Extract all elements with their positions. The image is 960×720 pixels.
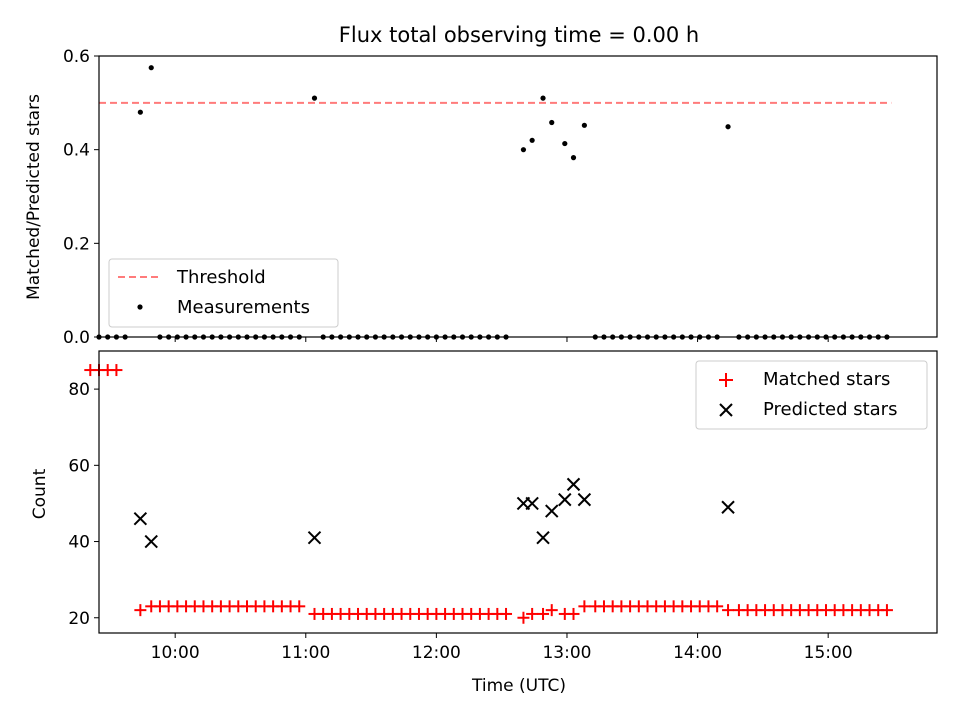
matched-star-point — [537, 607, 550, 620]
matched-star-point — [134, 604, 147, 617]
legend-predicted-swatch — [719, 403, 733, 417]
matched-star-point — [517, 611, 530, 624]
bottom-y-tick-label: 80 — [68, 380, 90, 400]
predicted-star-point — [536, 531, 550, 545]
top-x-ticks — [174, 337, 829, 342]
top-legend-box — [108, 258, 339, 328]
measurement-point — [148, 65, 154, 71]
matched-star-point — [567, 607, 580, 620]
matched-star-point — [880, 604, 893, 617]
bottom-plot-marks — [84, 364, 893, 624]
bottom-x-tick-label: 14:00 — [673, 643, 722, 663]
measurement-point — [549, 119, 555, 126]
matched-star-point — [711, 600, 724, 613]
legend-matched-label: Matched stars — [763, 369, 890, 390]
bottom-y-axis-label: Count — [30, 468, 50, 519]
measurement-point — [311, 95, 318, 101]
measurement-point — [529, 137, 535, 143]
top-panel: Flux total observing time = 0.00 h 0.00.… — [24, 23, 938, 348]
legend-threshold-label: Threshold — [176, 267, 266, 288]
bottom-axes-frame — [98, 350, 938, 634]
bottom-x-ticks: 10:00 11:00 12:00 13:00 14:00 15:00 — [151, 633, 853, 663]
bottom-legend: Matched stars Predicted stars — [695, 360, 928, 430]
measurement-point — [520, 147, 527, 153]
top-y-tick-label: 0.0 — [63, 328, 90, 348]
legend-predicted-label: Predicted stars — [763, 399, 897, 420]
top-y-axis-label: Matched/Predicted stars — [24, 94, 44, 300]
matched-star-point — [722, 604, 735, 617]
bottom-y-ticks: 20 40 60 80 — [68, 380, 99, 629]
predicted-star-point — [577, 492, 592, 507]
measurement-point — [570, 155, 577, 161]
predicted-star-point — [133, 511, 148, 526]
bottom-y-tick-label: 20 — [68, 609, 90, 629]
bottom-legend-box — [695, 360, 928, 430]
top-y-ticks: 0.0 0.2 0.4 0.6 — [63, 47, 99, 348]
predicted-star-point — [545, 504, 559, 518]
predicted-star-point — [566, 477, 581, 492]
legend-matched-swatch — [719, 373, 733, 387]
bottom-y-tick-label: 40 — [68, 533, 90, 553]
chart-title: Flux total observing time = 0.00 h — [339, 23, 699, 47]
predicted-star-point — [525, 496, 539, 511]
bottom-x-tick-label: 11:00 — [281, 643, 330, 663]
matched-star-point — [545, 604, 558, 617]
bottom-x-tick-label: 13:00 — [542, 643, 591, 663]
top-axes-frame — [98, 55, 938, 338]
bottom-x-tick-label: 10:00 — [151, 643, 200, 663]
predicted-star-point — [144, 534, 158, 549]
matched-star-point — [578, 600, 591, 613]
predicted-star-point — [307, 531, 322, 545]
legend-measurements-swatch — [137, 304, 143, 310]
matched-star-point — [110, 364, 123, 377]
top-y-tick-label: 0.6 — [63, 47, 90, 67]
matched-star-point — [500, 607, 513, 620]
measurement-point — [540, 95, 546, 101]
matched-star-point — [293, 600, 306, 613]
predicted-star-point — [721, 500, 735, 514]
measurement-point — [562, 140, 568, 147]
legend-measurements-label: Measurements — [177, 297, 310, 318]
bottom-x-tick-label: 15:00 — [804, 643, 853, 663]
measurement-point — [137, 109, 143, 115]
measurement-point — [581, 122, 587, 128]
predicted-star-point — [558, 492, 572, 507]
top-y-tick-label: 0.4 — [63, 141, 90, 161]
bottom-y-tick-label: 60 — [68, 456, 90, 476]
bottom-x-tick-label: 12:00 — [412, 643, 461, 663]
top-legend: Threshold Measurements — [108, 258, 339, 328]
bottom-x-axis-label: Time (UTC) — [471, 676, 566, 696]
matched-star-point — [526, 607, 539, 620]
measurement-point — [725, 124, 731, 130]
top-y-tick-label: 0.2 — [63, 234, 90, 254]
